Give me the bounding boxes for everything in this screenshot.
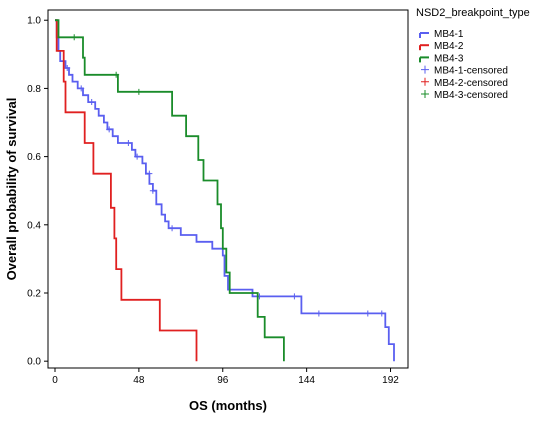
x-axis: 0 48 96 144 192: [52, 368, 399, 386]
legend-label: MB4-1: [434, 29, 464, 40]
censor-mark-mb4-1: [106, 126, 113, 133]
y-axis-title: Overall probability of survival: [4, 98, 19, 281]
legend-label: MB4-1-censored: [434, 66, 508, 77]
legend-censor-swatch: [421, 77, 429, 86]
y-tick-label: 1.0: [27, 16, 41, 27]
x-tick-label: 144: [298, 375, 315, 386]
survival-curves: [55, 19, 395, 362]
censor-mark-mb4-3: [113, 71, 120, 78]
legend-title: NSD2_breakpoint_type: [416, 7, 530, 19]
censor-mark-mb4-1: [149, 187, 156, 194]
x-axis-title: OS (months): [189, 398, 267, 413]
legend-label: MB4-2: [434, 41, 464, 52]
censor-mark-mb4-1: [134, 153, 141, 160]
x-tick-label: 0: [52, 375, 58, 386]
legend-label: MB4-3: [434, 53, 464, 64]
legend-censor-swatch: [421, 65, 429, 74]
survival-curve-mb4-2: [55, 19, 198, 362]
censor-mark-mb4-1: [125, 139, 132, 146]
censor-mark-mb4-1: [364, 310, 371, 317]
legend-label: MB4-2-censored: [434, 78, 508, 89]
survival-curve-mb4-3: [55, 19, 285, 362]
survival-curve-mb4-1: [55, 19, 395, 362]
y-tick-label: 0.8: [27, 84, 41, 95]
x-tick-label: 48: [133, 375, 145, 386]
censor-mark-mb4-3: [135, 88, 142, 95]
censor-mark-mb4-1: [378, 310, 385, 317]
censor-mark-mb4-1: [88, 99, 95, 106]
censor-mark-mb4-1: [146, 170, 153, 177]
y-tick-label: 0.2: [27, 288, 41, 299]
y-tick-label: 0.6: [27, 152, 41, 163]
censor-mark-mb4-1: [64, 64, 71, 71]
legend-label: MB4-3-censored: [434, 90, 508, 101]
censor-mark-mb4-1: [169, 225, 176, 232]
y-axis: 0.0 0.2 0.4 0.6 0.8 1.0: [27, 16, 48, 368]
censor-mark-mb4-3: [71, 34, 78, 41]
censor-mark-mb4-1: [78, 85, 85, 92]
y-tick-label: 0.4: [27, 220, 41, 231]
legend-censor-swatch: [421, 90, 429, 98]
y-tick-label: 0.0: [27, 357, 41, 368]
censor-mark-mb4-1: [291, 293, 298, 300]
censor-mark-mb4-1: [315, 310, 322, 317]
plot-frame: [47, 9, 409, 369]
x-tick-label: 96: [217, 375, 229, 386]
x-tick-label: 192: [382, 375, 399, 386]
